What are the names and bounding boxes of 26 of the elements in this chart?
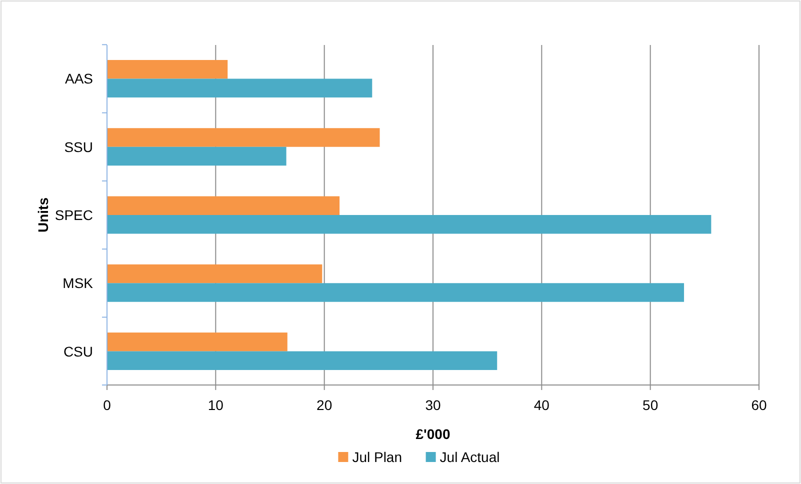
bar	[107, 146, 286, 166]
legend-label: Jul Actual	[440, 449, 500, 465]
y-tick-label: SSU	[64, 138, 93, 155]
bar	[107, 351, 498, 370]
bar	[107, 215, 712, 234]
bar	[107, 283, 684, 302]
x-tick-label: 30	[425, 397, 441, 413]
x-tick-label: 0	[103, 397, 112, 413]
bar	[107, 60, 228, 79]
x-tick-label: 40	[534, 397, 550, 413]
x-tick-label: 60	[751, 397, 767, 413]
bar	[107, 264, 322, 284]
bar	[107, 78, 372, 98]
x-tick-label: 20	[316, 397, 332, 413]
x-axis-title: £'000	[416, 426, 450, 442]
bar	[107, 128, 380, 147]
y-axis-title: Units	[35, 197, 51, 232]
y-tick-label: MSK	[62, 275, 94, 292]
y-tick-label: SPEC	[54, 207, 93, 223]
x-tick-label: 10	[208, 397, 224, 413]
y-tick-label: CSU	[63, 343, 93, 360]
x-tick-label: 50	[642, 397, 658, 413]
y-tick-label: AAS	[64, 70, 93, 87]
legend-label: Jul Plan	[352, 449, 402, 465]
bar	[107, 196, 340, 215]
bar	[107, 332, 288, 352]
